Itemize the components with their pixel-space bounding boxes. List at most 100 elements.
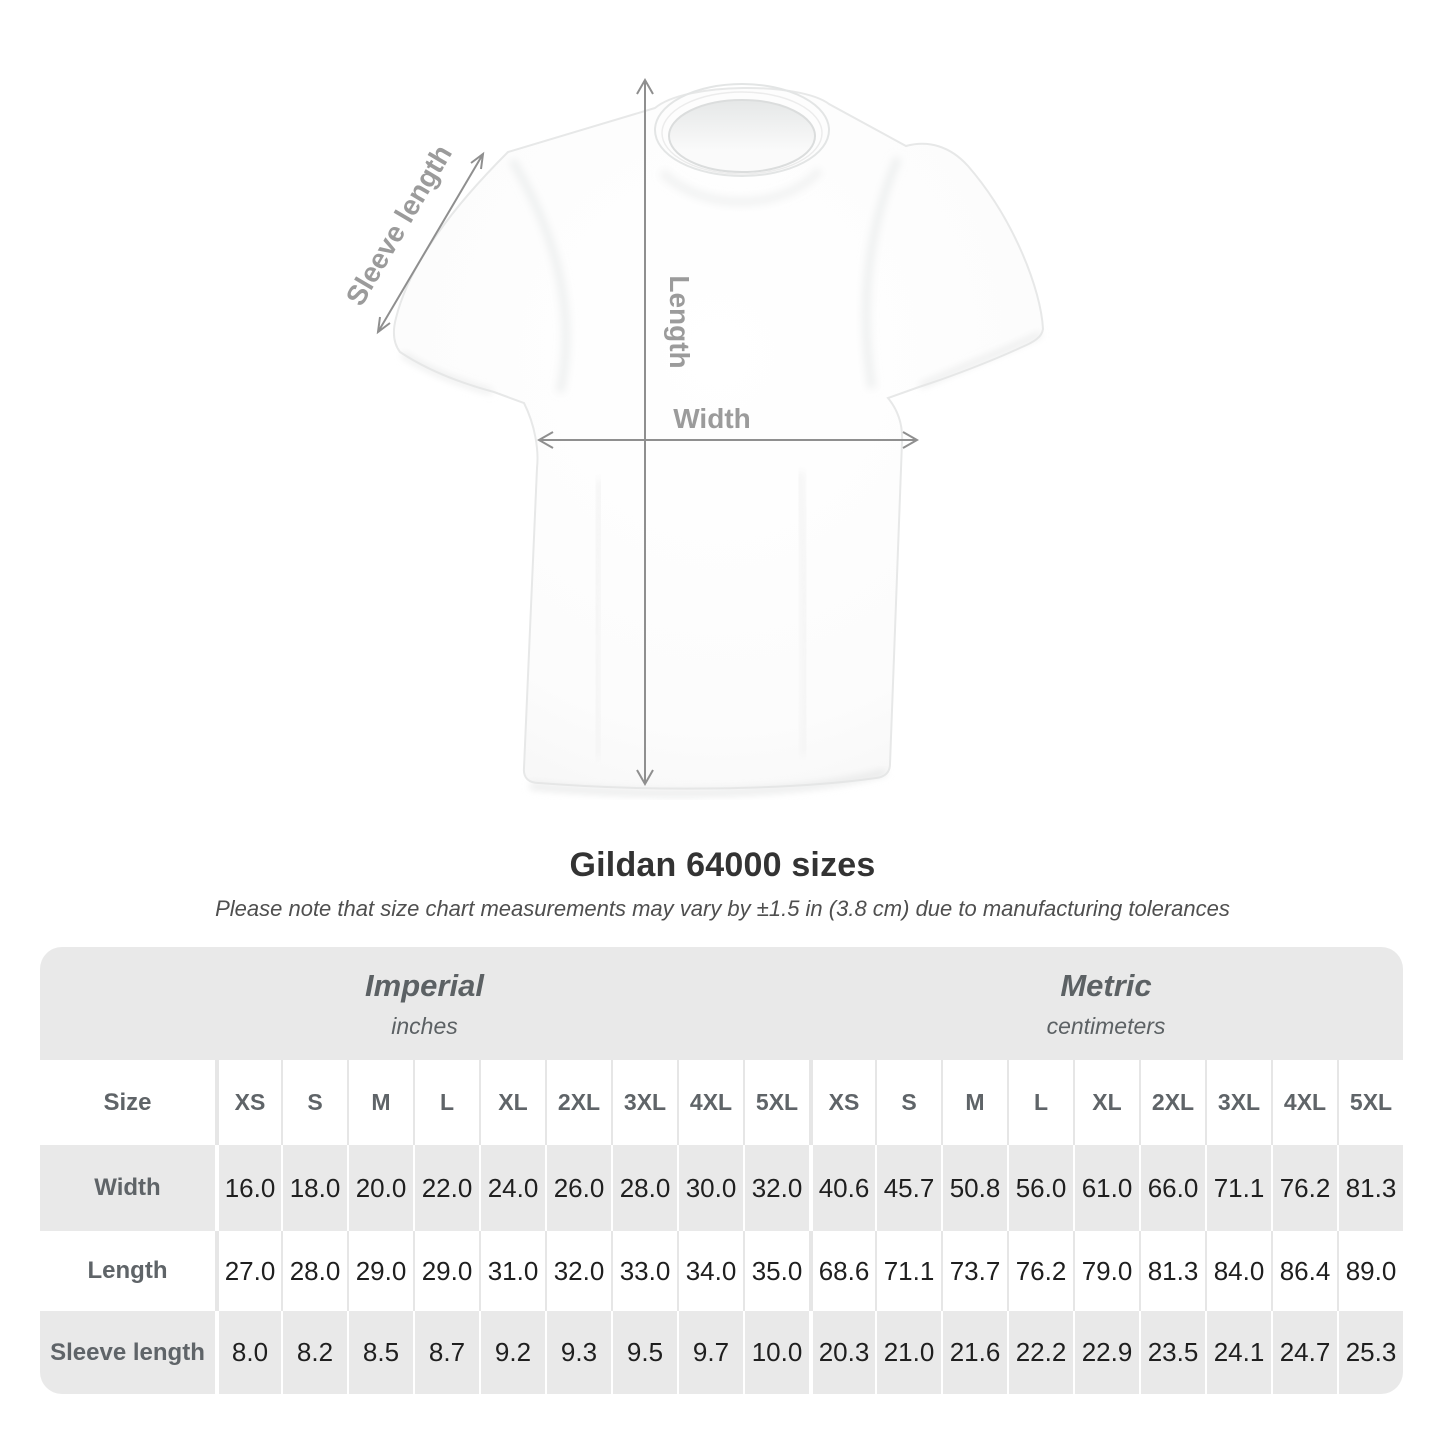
width-metric-l: 56.0 xyxy=(1007,1145,1073,1231)
width-imperial-4xl: 30.0 xyxy=(677,1145,743,1231)
width-metric-5xl: 81.3 xyxy=(1337,1145,1403,1231)
width-imperial-s: 18.0 xyxy=(281,1145,347,1231)
length-metric-m: 73.7 xyxy=(941,1231,1007,1311)
length-metric-3xl: 84.0 xyxy=(1205,1231,1271,1311)
width-label: Width xyxy=(673,403,751,434)
row-label-width: Width xyxy=(94,1174,161,1201)
size-header-metric-5xl: 5XL xyxy=(1337,1060,1403,1145)
size-header-metric-4xl: 4XL xyxy=(1271,1060,1337,1145)
sleeve-imperial-s: 8.2 xyxy=(281,1311,347,1394)
length-metric-xs: 68.6 xyxy=(809,1231,875,1311)
page-title: Gildan 64000 sizes xyxy=(569,846,876,884)
sleeve-imperial-5xl: 10.0 xyxy=(743,1311,809,1394)
length-imperial-4xl: 34.0 xyxy=(677,1231,743,1311)
size-header-imperial-5xl: 5XL xyxy=(743,1060,809,1145)
imperial-title: Imperial xyxy=(365,967,484,1003)
metric-title: Metric xyxy=(1060,967,1152,1003)
tolerance-note: Please note that size chart measurements… xyxy=(215,896,1230,921)
length-imperial-m: 29.0 xyxy=(347,1231,413,1311)
sleeve-imperial-xs: 8.0 xyxy=(215,1311,281,1394)
collar xyxy=(654,83,830,177)
size-header-metric-l: L xyxy=(1007,1060,1073,1145)
width-metric-xs: 40.6 xyxy=(809,1145,875,1231)
sleeve-imperial-l: 8.7 xyxy=(413,1311,479,1394)
width-imperial-3xl: 28.0 xyxy=(611,1145,677,1231)
sleeve-length-arrow xyxy=(376,151,485,335)
size-header-imperial-m: M xyxy=(347,1060,413,1145)
length-arrow xyxy=(636,77,654,787)
sleeve-metric-5xl: 25.3 xyxy=(1337,1311,1403,1394)
size-header-metric-2xl: 2XL xyxy=(1139,1060,1205,1145)
length-imperial-xl: 31.0 xyxy=(479,1231,545,1311)
length-metric-s: 71.1 xyxy=(875,1231,941,1311)
length-label: Length xyxy=(664,275,695,368)
imperial-unit: inches xyxy=(391,1012,458,1039)
sleeve-metric-3xl: 24.1 xyxy=(1205,1311,1271,1394)
width-metric-2xl: 66.0 xyxy=(1139,1145,1205,1231)
size-column-header: Size xyxy=(103,1088,152,1116)
size-header-imperial-l: L xyxy=(413,1060,479,1145)
imperial-section-header: Imperial inches xyxy=(40,947,809,1060)
length-imperial-2xl: 32.0 xyxy=(545,1231,611,1311)
row-label-sleeve-length: Sleeve length xyxy=(50,1338,205,1366)
width-arrow xyxy=(536,431,920,449)
length-metric-4xl: 86.4 xyxy=(1271,1231,1337,1311)
metric-unit: centimeters xyxy=(1046,1012,1166,1039)
width-metric-s: 45.7 xyxy=(875,1145,941,1231)
size-chart-table: Imperial inches Metric centimeters Size … xyxy=(40,947,1403,1394)
sleeve-imperial-2xl: 9.3 xyxy=(545,1311,611,1394)
sleeve-metric-xl: 22.9 xyxy=(1073,1311,1139,1394)
width-imperial-xl: 24.0 xyxy=(479,1145,545,1231)
length-metric-xl: 79.0 xyxy=(1073,1231,1139,1311)
size-header-row: Size XS S M L XL 2XL 3XL 4XL 5XL XS S M … xyxy=(40,1060,1403,1145)
table-row-sleeve-length: Sleeve length 8.0 8.2 8.5 8.7 9.2 9.3 9.… xyxy=(40,1311,1403,1394)
length-metric-l: 76.2 xyxy=(1007,1231,1073,1311)
sleeve-imperial-3xl: 9.5 xyxy=(611,1311,677,1394)
sleeve-metric-l: 22.2 xyxy=(1007,1311,1073,1394)
sleeve-metric-xs: 20.3 xyxy=(809,1311,875,1394)
length-imperial-l: 29.0 xyxy=(413,1231,479,1311)
size-header-imperial-3xl: 3XL xyxy=(611,1060,677,1145)
table-row-length: Length 27.0 28.0 29.0 29.0 31.0 32.0 33.… xyxy=(40,1231,1403,1311)
size-header-imperial-xl: XL xyxy=(479,1060,545,1145)
sleeve-length-label: Sleeve length xyxy=(340,140,458,311)
width-metric-m: 50.8 xyxy=(941,1145,1007,1231)
width-imperial-xs: 16.0 xyxy=(215,1145,281,1231)
length-imperial-5xl: 35.0 xyxy=(743,1231,809,1311)
size-header-imperial-s: S xyxy=(281,1060,347,1145)
size-header-metric-xs: XS xyxy=(809,1060,875,1145)
sleeve-metric-4xl: 24.7 xyxy=(1271,1311,1337,1394)
length-imperial-3xl: 33.0 xyxy=(611,1231,677,1311)
length-metric-2xl: 81.3 xyxy=(1139,1231,1205,1311)
tshirt-measurement-figure: Length Width Sleeve length xyxy=(340,77,1045,796)
width-imperial-m: 20.0 xyxy=(347,1145,413,1231)
tshirt-graphic xyxy=(392,83,1045,796)
width-imperial-2xl: 26.0 xyxy=(545,1145,611,1231)
sleeve-metric-2xl: 23.5 xyxy=(1139,1311,1205,1394)
row-label-length: Length xyxy=(87,1257,168,1284)
width-metric-4xl: 76.2 xyxy=(1271,1145,1337,1231)
sleeve-metric-s: 21.0 xyxy=(875,1311,941,1394)
sleeve-metric-m: 21.6 xyxy=(941,1311,1007,1394)
size-header-imperial-4xl: 4XL xyxy=(677,1060,743,1145)
length-imperial-xs: 27.0 xyxy=(215,1231,281,1311)
length-imperial-s: 28.0 xyxy=(281,1231,347,1311)
metric-section-header: Metric centimeters xyxy=(809,947,1403,1060)
tshirt-body xyxy=(392,87,1045,790)
size-header-imperial-2xl: 2XL xyxy=(545,1060,611,1145)
table-row-width: Width 16.0 18.0 20.0 22.0 24.0 26.0 28.0… xyxy=(40,1145,1403,1231)
size-header-metric-s: S xyxy=(875,1060,941,1145)
width-metric-3xl: 71.1 xyxy=(1205,1145,1271,1231)
size-header-metric-m: M xyxy=(941,1060,1007,1145)
size-header-metric-xl: XL xyxy=(1073,1060,1139,1145)
width-imperial-l: 22.0 xyxy=(413,1145,479,1231)
width-metric-xl: 61.0 xyxy=(1073,1145,1139,1231)
sleeve-imperial-4xl: 9.7 xyxy=(677,1311,743,1394)
size-header-imperial-xs: XS xyxy=(215,1060,281,1145)
sleeve-imperial-xl: 9.2 xyxy=(479,1311,545,1394)
sleeve-imperial-m: 8.5 xyxy=(347,1311,413,1394)
size-header-metric-3xl: 3XL xyxy=(1205,1060,1271,1145)
width-imperial-5xl: 32.0 xyxy=(743,1145,809,1231)
unit-header-band: Imperial inches Metric centimeters xyxy=(40,947,1403,1060)
length-metric-5xl: 89.0 xyxy=(1337,1231,1403,1311)
